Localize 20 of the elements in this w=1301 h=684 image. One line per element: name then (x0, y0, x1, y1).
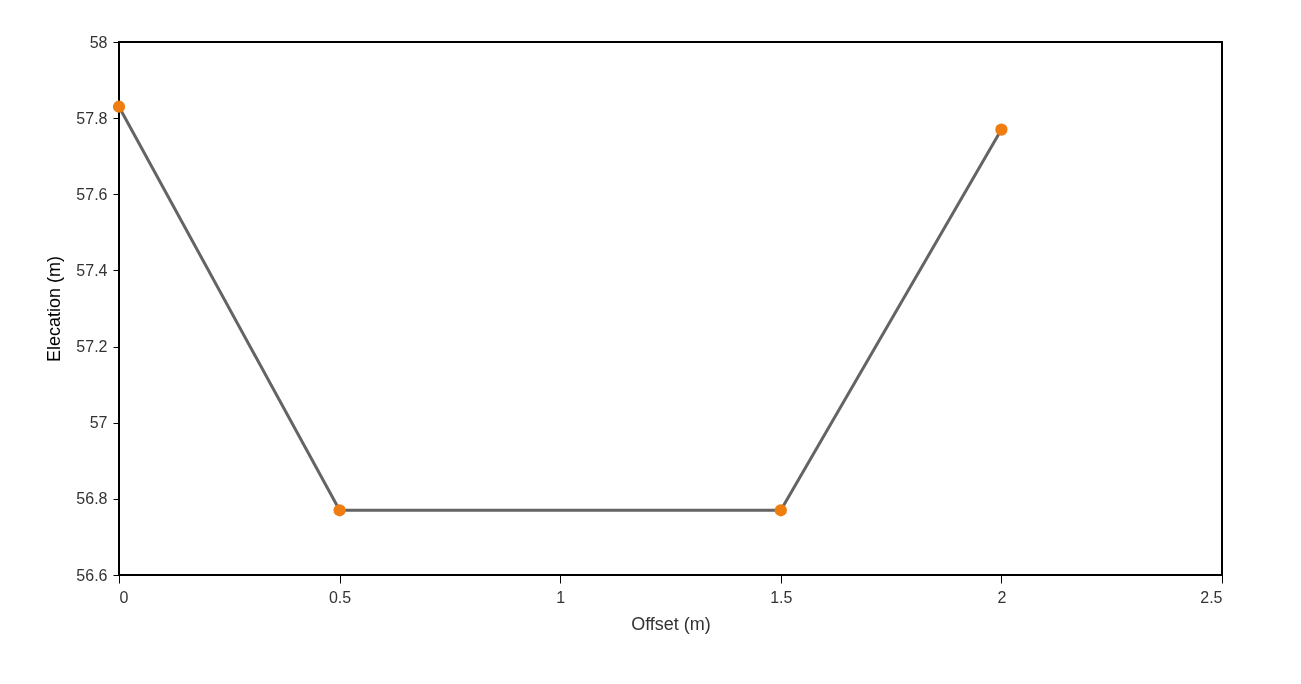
point (774, 504, 787, 517)
y-tick-label: 57 (89, 414, 108, 432)
x-tick-label: 2.5 (1200, 588, 1223, 606)
y-axis-title: Elecation (m) (44, 255, 65, 363)
point (333, 504, 346, 517)
x-tick-label: 0.5 (328, 588, 352, 606)
y-tick-label: 57.4 (76, 261, 108, 279)
y-tick-label: 57.6 (76, 185, 108, 203)
x-tick-label: 1 (556, 588, 566, 606)
x-tick-label: 2 (997, 588, 1007, 606)
y-tick-label: 58 (89, 33, 108, 51)
y-tick-label: 56.6 (76, 566, 108, 584)
x-tick-label: 0 (119, 588, 129, 606)
y-tick-label: 56.8 (76, 490, 108, 508)
x-tick-label: 1.5 (770, 588, 793, 606)
x-axis-title: Offset (m) (631, 613, 711, 634)
point (112, 100, 126, 113)
y-tick-label: 57.8 (76, 109, 108, 127)
y-tick-label: 57.2 (76, 338, 108, 356)
point (995, 123, 1008, 136)
